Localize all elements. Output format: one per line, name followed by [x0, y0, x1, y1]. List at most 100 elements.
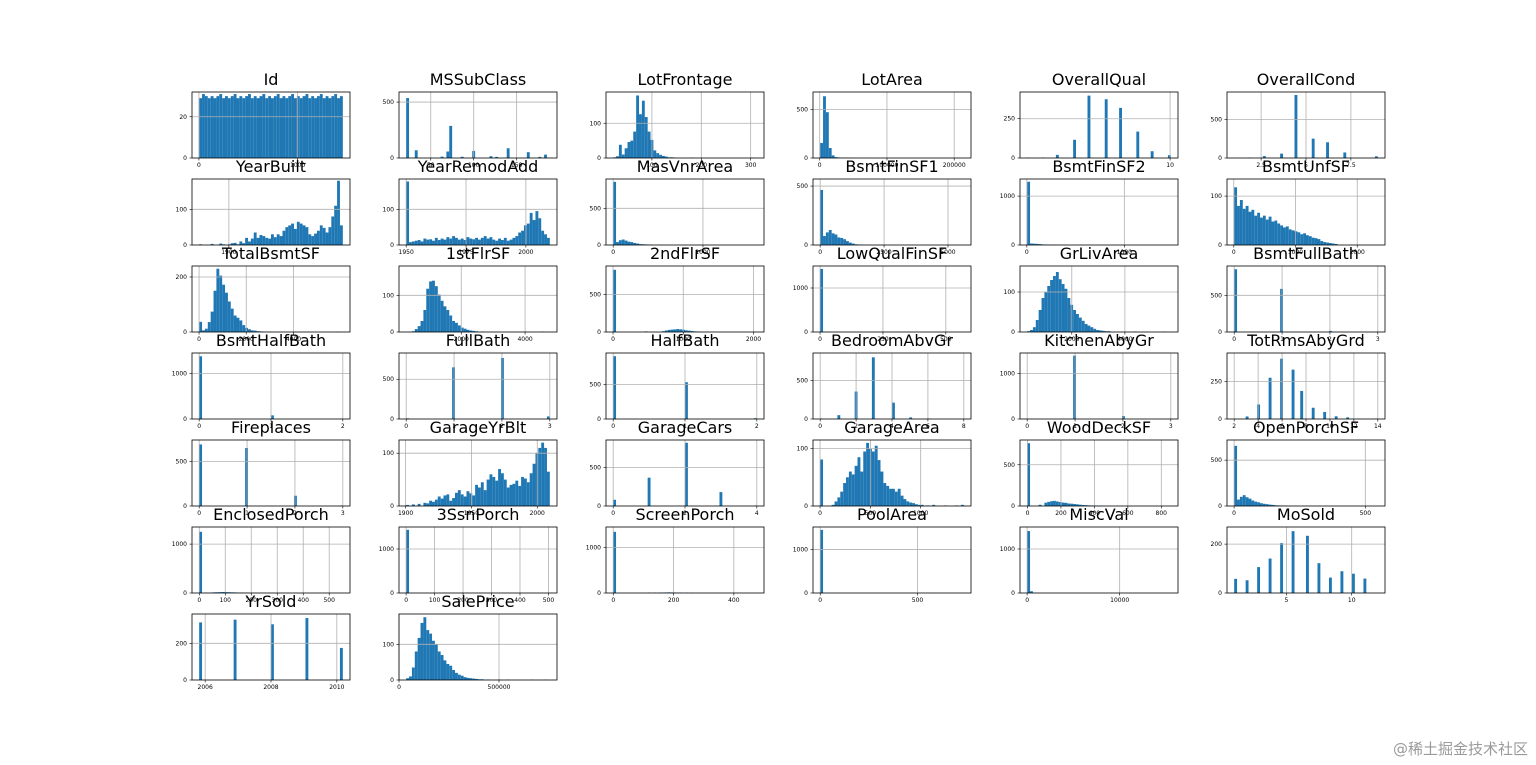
bar — [1291, 369, 1295, 419]
bar — [457, 490, 461, 506]
bar — [1311, 237, 1315, 245]
subplot-fullbath: 0 1 2 3 0 500 FullBath — [383, 331, 558, 430]
bar — [417, 326, 421, 332]
x-tick-label: 2500 — [876, 249, 891, 256]
bar — [1055, 272, 1059, 332]
bar — [443, 239, 447, 245]
bar — [299, 98, 303, 158]
bar — [325, 232, 329, 245]
bar — [515, 236, 519, 245]
bar — [753, 418, 757, 419]
bar — [299, 223, 303, 245]
bar — [647, 131, 651, 158]
bar — [1257, 212, 1261, 245]
bar — [837, 415, 841, 419]
subplot-title: Fireplaces — [231, 418, 311, 437]
axes-frame — [1019, 352, 1179, 420]
axes-frame — [1019, 265, 1179, 333]
bar — [291, 94, 294, 158]
bar — [1076, 504, 1079, 506]
x-tick-label: 12 — [1350, 423, 1358, 430]
bar — [1073, 139, 1077, 158]
bar — [503, 237, 507, 245]
bar — [1067, 298, 1071, 332]
bar — [823, 96, 826, 158]
bar — [443, 306, 447, 332]
y-tick-label: 100 — [176, 206, 188, 213]
y-tick-label: 0 — [1011, 329, 1015, 336]
x-tick-label: 50 — [427, 162, 435, 169]
bar — [1234, 187, 1238, 245]
bar — [440, 300, 444, 332]
bar — [239, 96, 243, 159]
subplot-title: BsmtFinSF2 — [1052, 157, 1145, 176]
bar — [455, 492, 458, 506]
subplot-bsmtfinsf2: 0 1000 0 1000 BsmtFinSF2 — [1000, 157, 1179, 256]
bar — [512, 237, 516, 245]
bar — [199, 98, 203, 158]
bar — [1248, 498, 1252, 506]
subplot-title: LotFrontage — [638, 70, 733, 89]
x-tick-label: 2000 — [746, 336, 761, 343]
bar — [230, 96, 234, 159]
bar — [1030, 330, 1033, 332]
bar — [406, 504, 410, 506]
subplot-2ndflrsf: 0 1000 2000 0 500 2ndFlrSF — [590, 244, 765, 343]
bar — [1084, 505, 1088, 506]
bar — [463, 240, 467, 245]
bar — [1038, 244, 1042, 245]
bar — [1027, 531, 1031, 593]
subplot-title: PoolArea — [857, 505, 927, 524]
x-tick-label: 1 — [683, 423, 687, 430]
bar — [411, 667, 415, 680]
bar — [199, 321, 203, 332]
bar — [1262, 503, 1266, 506]
x-tick-label: 10 — [1326, 423, 1334, 430]
bar — [273, 237, 277, 245]
y-tick-label: 200 — [1211, 541, 1223, 548]
bar — [210, 311, 214, 332]
x-tick-label: 2000 — [1064, 336, 1079, 343]
x-tick-label: 0 — [818, 423, 822, 430]
bar — [1314, 238, 1318, 245]
bar — [469, 493, 473, 506]
subplot-title: YrSold — [245, 592, 297, 611]
bar — [1064, 502, 1068, 506]
bar — [1251, 209, 1255, 245]
y-tick-label: 100 — [1211, 193, 1223, 200]
axes-frame — [1019, 178, 1179, 246]
bar — [334, 94, 338, 158]
bar — [871, 357, 875, 419]
bar — [406, 98, 410, 158]
bar — [434, 644, 438, 680]
x-tick-label: 600 — [1122, 510, 1134, 517]
bar — [1239, 200, 1243, 245]
bar — [253, 96, 257, 159]
bar — [285, 98, 289, 158]
bar — [618, 144, 622, 158]
y-tick-label: 500 — [383, 99, 395, 106]
subplot-bsmtfullbath: 0 1 2 3 0 500 BsmtFullBath — [1211, 244, 1386, 343]
bar — [1268, 377, 1272, 419]
bar — [222, 98, 226, 158]
bar — [314, 233, 317, 245]
bar — [1274, 220, 1278, 245]
subplot-title: OpenPorchSF — [1253, 418, 1359, 437]
bar — [1150, 151, 1154, 158]
bar — [846, 241, 849, 245]
bar — [265, 237, 269, 245]
x-tick-label: 8 — [1304, 423, 1308, 430]
bar — [316, 230, 320, 245]
axes-frame — [398, 526, 558, 594]
axes-frame — [1226, 265, 1386, 333]
subplot-title: MSSubClass — [430, 70, 527, 89]
bar — [259, 96, 263, 159]
bar — [495, 240, 499, 245]
x-tick-label: 3 — [341, 510, 345, 517]
x-tick-label: 0 — [197, 336, 201, 343]
x-tick-label: 1000 — [676, 336, 691, 343]
bar — [820, 268, 824, 332]
y-tick-label: 1000 — [586, 544, 601, 551]
x-tick-label: 200000 — [943, 162, 966, 169]
